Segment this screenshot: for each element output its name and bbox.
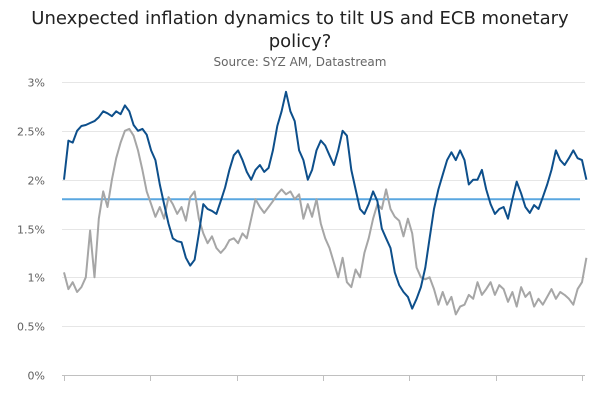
grid-lines (62, 82, 585, 376)
chart-title-line-2: policy? (268, 31, 332, 52)
chart-subtitle: Source: SYZ AM, Datastream (213, 55, 387, 69)
chart-title: Unexpected inflation dynamics to tilt US… (0, 7, 600, 53)
series-line-dark-blue (63, 90, 588, 310)
series-line-grey (63, 127, 588, 316)
y-tick-label: 2% (28, 175, 45, 188)
series-layer (63, 90, 588, 316)
y-tick-label: 2.5% (17, 126, 45, 139)
chart-title-line-1: Unexpected inflation dynamics to tilt US… (31, 8, 569, 29)
y-tick-label: 0.5% (17, 321, 45, 334)
y-tick-label: 1% (28, 272, 45, 285)
y-axis-tick-labels: 0% 0.5% 1% 1.5% 2% 2.5% 3% (17, 77, 45, 383)
y-tick-label: 0% (28, 370, 45, 383)
x-axis (64, 375, 583, 381)
y-tick-label: 3% (28, 77, 45, 90)
y-tick-label: 1.5% (17, 224, 45, 237)
